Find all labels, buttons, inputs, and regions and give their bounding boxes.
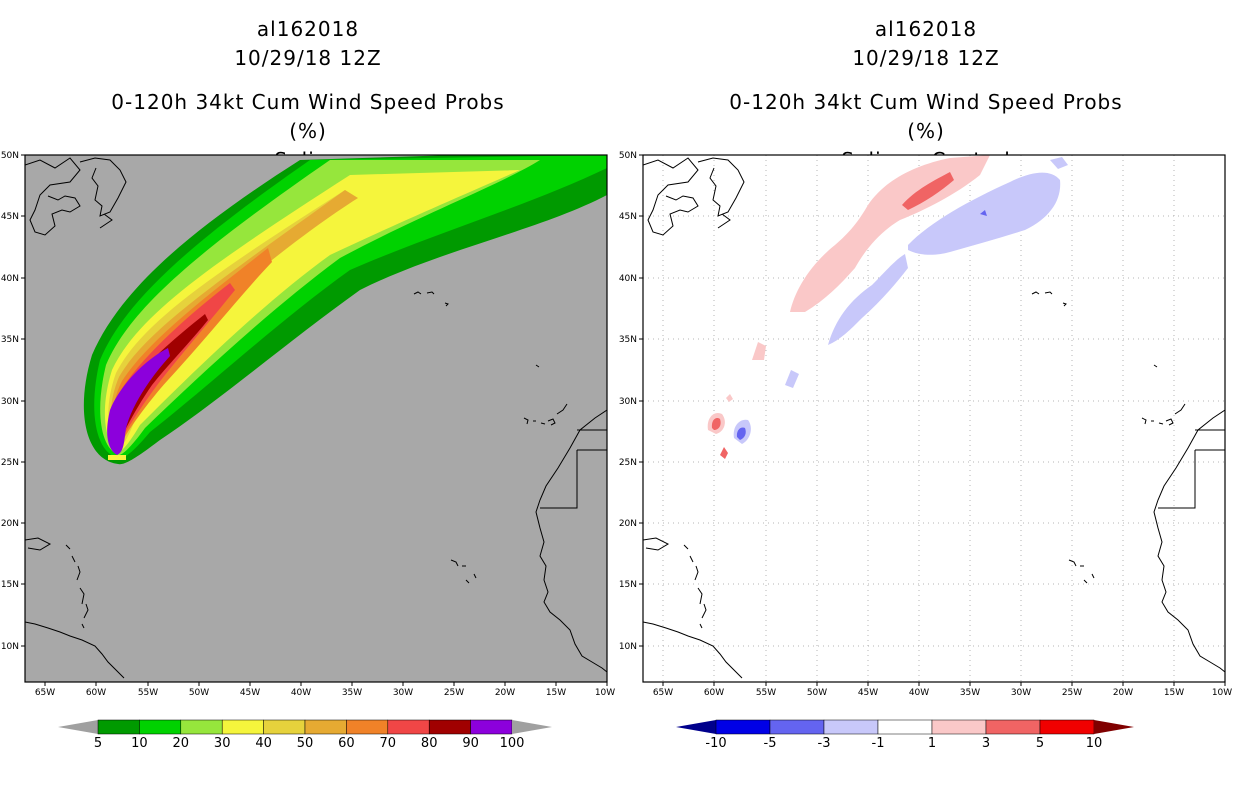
- left-colorbar-color-cell: [387, 719, 430, 735]
- left-colorbar-color-cell: [263, 719, 306, 735]
- right-gridlines: [643, 155, 1225, 682]
- left-lat-label: 45N: [1, 212, 19, 222]
- left-colorbar-label: 5: [94, 736, 102, 751]
- right-lat-label: 45N: [619, 212, 637, 222]
- left-colorbar-label: 10: [131, 736, 148, 751]
- right-colorbar-label: -5: [764, 736, 777, 751]
- left-lon-label: 10W: [595, 688, 615, 698]
- left-lon-label: 50W: [189, 688, 209, 698]
- right-lat-label: 30N: [619, 397, 637, 407]
- right-lat-label: 40N: [619, 274, 637, 284]
- left-colorbar-label: 70: [380, 736, 397, 751]
- right-lon-label: 65W: [653, 688, 673, 698]
- right-lat-label: 50N: [619, 151, 637, 161]
- left-map-panel: 65W 60W 55W 50W 45W 40W 35W 30W 25W 20W …: [1, 151, 615, 698]
- left-lat-label: 25N: [1, 458, 19, 468]
- right-lat-label: 20N: [619, 519, 637, 529]
- left-colorbar-over-triangle: [512, 720, 552, 734]
- left-lon-label: 55W: [138, 688, 158, 698]
- right-lon-label: 50W: [807, 688, 827, 698]
- left-lon-label: 65W: [35, 688, 55, 698]
- right-product: 0-120h 34kt Cum Wind Speed Probs (%): [729, 90, 1123, 143]
- right-lon-label: 20W: [1113, 688, 1133, 698]
- right-lon-label: 10W: [1212, 688, 1232, 698]
- right-colorbar-color-cell: [931, 719, 987, 735]
- left-colorbar-label: 20: [173, 736, 190, 751]
- right-lat-label: 35N: [619, 335, 637, 345]
- right-colorbar-label: -3: [818, 736, 831, 751]
- left-colorbar-label: 90: [462, 736, 479, 751]
- left-probability-swath: [83, 155, 607, 465]
- left-lat-label: 10N: [1, 642, 19, 652]
- left-colorbar-label: 30: [214, 736, 231, 751]
- right-colorbar-label: -10: [705, 736, 726, 751]
- right-colorbar-color-cell: [1039, 719, 1095, 735]
- left-product: 0-120h 34kt Cum Wind Speed Probs (%): [111, 90, 505, 143]
- left-lat-label: 15N: [1, 580, 19, 590]
- right-colorbar-label: 3: [982, 736, 990, 751]
- left-lon-label: 30W: [393, 688, 413, 698]
- left-colorbar-label: 100: [500, 736, 525, 751]
- left-lon-label: 15W: [546, 688, 566, 698]
- right-map-panel: 65W 60W 55W 50W 45W 40W 35W 30W 25W 20W …: [619, 151, 1232, 698]
- left-colorbar-color-cell: [470, 719, 513, 735]
- left-datetime: 10/29/18 12Z: [234, 46, 382, 70]
- left-colorbar-label: 40: [255, 736, 272, 751]
- right-storm-id: al162018: [874, 17, 978, 41]
- right-colorbar-label: 1: [928, 736, 936, 751]
- right-lon-label: 40W: [909, 688, 929, 698]
- right-lon-label: 25W: [1062, 688, 1082, 698]
- left-colorbar-under-triangle: [58, 720, 98, 734]
- left-colorbar-color-cell: [180, 719, 223, 735]
- left-lon-label: 60W: [86, 688, 106, 698]
- left-colorbar-color-cell: [304, 719, 347, 735]
- left-lon-label: 35W: [342, 688, 362, 698]
- right-colorbar-color-cell: [985, 719, 1041, 735]
- left-lon-label: 40W: [291, 688, 311, 698]
- right-colorbar-under-triangle: [676, 720, 716, 734]
- left-colorbar-color-cell: [221, 719, 264, 735]
- right-lon-label: 60W: [704, 688, 724, 698]
- left-lon-label: 20W: [495, 688, 515, 698]
- left-lat-label: 30N: [1, 397, 19, 407]
- left-colorbar-label: 80: [421, 736, 438, 751]
- right-lon-label: 15W: [1164, 688, 1184, 698]
- right-colorbar-color-cell: [877, 719, 933, 735]
- right-datetime: 10/29/18 12Z: [852, 46, 1000, 70]
- left-lon-label: 25W: [444, 688, 464, 698]
- left-lat-label: 50N: [1, 151, 19, 161]
- left-colorbar-label: 50: [297, 736, 314, 751]
- right-colorbar-label: -1: [872, 736, 885, 751]
- right-colorbar-over-triangle: [1094, 720, 1134, 734]
- right-lat-label: 10N: [619, 642, 637, 652]
- left-lat-label: 20N: [1, 519, 19, 529]
- right-colorbar-label: 5: [1036, 736, 1044, 751]
- right-colorbar-color-cell: [823, 719, 879, 735]
- right-lat-label: 15N: [619, 580, 637, 590]
- right-colorbar-label: 10: [1086, 736, 1103, 751]
- left-lon-label: 45W: [240, 688, 260, 698]
- left-colorbar-color-cell: [139, 719, 182, 735]
- left-colorbar-color-cell: [346, 719, 389, 735]
- left-colorbar-color-cell: [428, 719, 471, 735]
- left-lat-label: 40N: [1, 274, 19, 284]
- left-lat-label: 35N: [1, 335, 19, 345]
- left-colorbar-color-cell: [97, 719, 140, 735]
- left-storm-id: al162018: [256, 17, 360, 41]
- right-colorbar-color-cell: [769, 719, 825, 735]
- right-lon-label: 55W: [756, 688, 776, 698]
- right-lon-label: 30W: [1011, 688, 1031, 698]
- right-colorbar: -10 -5 -3 -1 1 3 5 10: [676, 719, 1134, 751]
- right-colorbar-color-cell: [715, 719, 771, 735]
- right-lon-label: 45W: [858, 688, 878, 698]
- right-lat-label: 25N: [619, 458, 637, 468]
- left-colorbar-label: 60: [338, 736, 355, 751]
- right-difference-field: [707, 155, 1068, 459]
- left-colorbar: 5 10 20 30 40 50 60 70 80 90 100: [58, 719, 552, 751]
- right-lon-label: 35W: [960, 688, 980, 698]
